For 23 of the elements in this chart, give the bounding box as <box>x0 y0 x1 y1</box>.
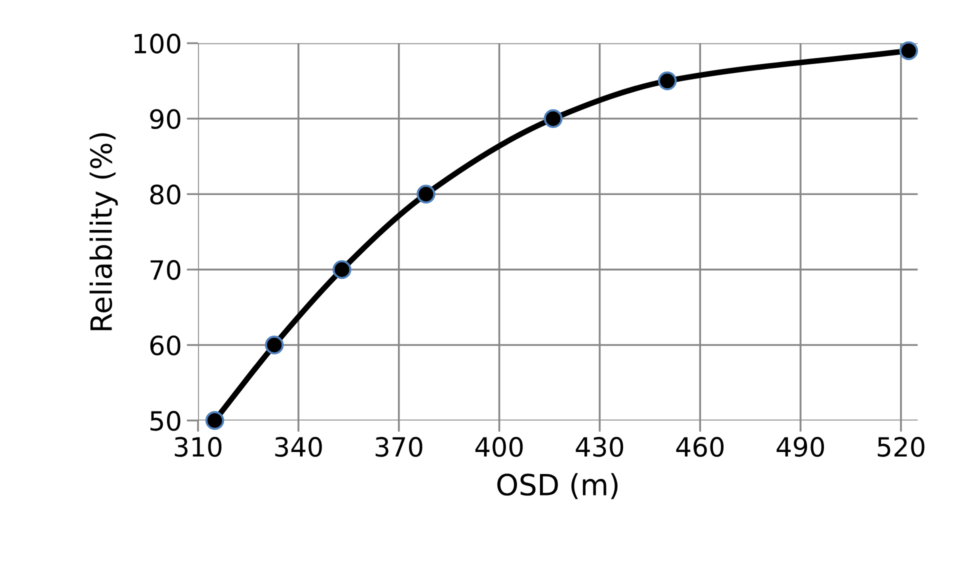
y-tick-label: 50 <box>150 410 180 431</box>
y-tick-label: 80 <box>150 184 180 205</box>
x-axis-title: OSD (m) <box>497 473 618 500</box>
x-tick-label: 310 <box>174 436 222 457</box>
y-tick-label: 70 <box>150 260 180 280</box>
y-tick-label: 100 <box>134 34 180 54</box>
point <box>899 41 918 60</box>
y-tick-label: 90 <box>150 109 180 130</box>
x-tick-label: 400 <box>475 436 523 457</box>
y-tick-label: 60 <box>150 335 180 356</box>
point <box>332 260 352 279</box>
x-tick-label: 340 <box>275 436 322 457</box>
point <box>544 109 563 128</box>
point <box>416 184 436 204</box>
x-tick-label: 490 <box>776 436 824 457</box>
y-axis-title: Reliability (%) <box>90 133 118 330</box>
point <box>658 72 677 90</box>
point <box>205 411 224 430</box>
point <box>264 336 284 354</box>
x-tick-label: 520 <box>878 436 924 457</box>
x-tick-label: 460 <box>676 436 724 457</box>
x-tick-label: 370 <box>376 436 422 457</box>
x-tick-label: 430 <box>576 436 624 457</box>
